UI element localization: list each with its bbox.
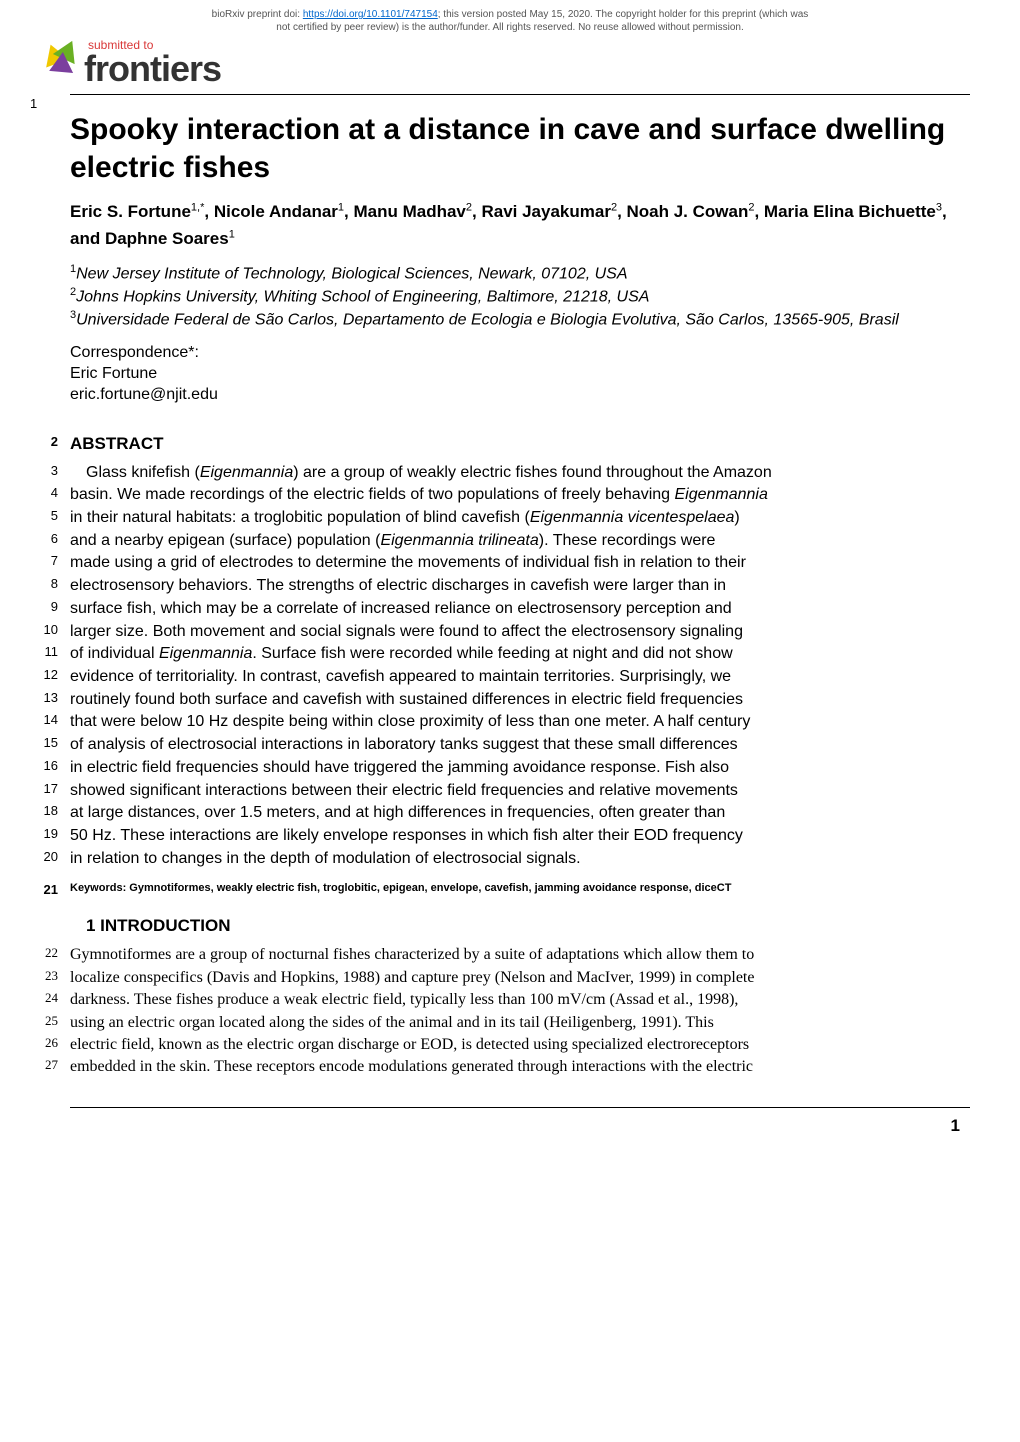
abstract-line: 7made using a grid of electrodes to dete… (70, 552, 960, 575)
line-number: 18 (30, 802, 58, 820)
line-number: 10 (30, 621, 58, 639)
frontiers-logo: submitted to frontiers (40, 38, 980, 90)
line-number: 2 (30, 434, 58, 449)
abstract-heading: 2 ABSTRACT (70, 434, 960, 454)
authors-list: Eric S. Fortune1,*, Nicole Andanar1, Man… (70, 198, 960, 252)
line-number: 26 (30, 1034, 58, 1052)
line-number: 7 (30, 552, 58, 570)
line-number: 12 (30, 666, 58, 684)
footer-rule (70, 1107, 970, 1108)
frontiers-arrows-icon (40, 38, 80, 78)
introduction-body: 22Gymnotiformes are a group of nocturnal… (70, 944, 960, 1078)
main-content: Spooky interaction at a distance in cave… (0, 111, 1020, 1079)
line-number: 25 (30, 1012, 58, 1030)
preprint-notice: bioRxiv preprint doi: https://doi.org/10… (0, 0, 1020, 38)
affiliations-list: 1New Jersey Institute of Technology, Bio… (70, 262, 960, 331)
abstract-line: 14that were below 10 Hz despite being wi… (70, 711, 960, 734)
line-number: 21 (30, 882, 58, 897)
abstract-heading-text: ABSTRACT (70, 434, 164, 453)
abstract-body: 3Glass knifefish (Eigenmannia) are a gro… (70, 462, 960, 871)
line-number: 8 (30, 575, 58, 593)
abstract-line: 3Glass knifefish (Eigenmannia) are a gro… (70, 462, 960, 485)
abstract-line: 13routinely found both surface and cavef… (70, 689, 960, 712)
affiliation-item: 2Johns Hopkins University, Whiting Schoo… (70, 285, 960, 308)
intro-line: 26electric field, known as the electric … (70, 1034, 960, 1056)
line-number: 13 (30, 689, 58, 707)
intro-line: 25using an electric organ located along … (70, 1012, 960, 1034)
line-number: 23 (30, 967, 58, 985)
abstract-line: 12evidence of territoriality. In contras… (70, 666, 960, 689)
intro-line: 27embedded in the skin. These receptors … (70, 1056, 960, 1078)
introduction-heading: 1 INTRODUCTION (70, 916, 960, 936)
line-number: 16 (30, 757, 58, 775)
logo-area: submitted to frontiers 1 (0, 38, 1020, 90)
line-number: 22 (30, 944, 58, 962)
preprint-text-middle: ; this version posted May 15, 2020. The … (438, 9, 809, 20)
preprint-text-prefix: bioRxiv preprint doi: (212, 9, 303, 20)
line-number: 11 (30, 643, 58, 661)
correspondence-block: Correspondence*: Eric Fortune eric.fortu… (70, 343, 960, 405)
affiliation-item: 3Universidade Federal de São Carlos, Dep… (70, 308, 960, 331)
preprint-text-line2: not certified by peer review) is the aut… (276, 22, 743, 33)
header-rule (70, 94, 970, 95)
abstract-line: 20in relation to changes in the depth of… (70, 848, 960, 871)
abstract-line: 16in electric field frequencies should h… (70, 757, 960, 780)
correspondence-label: Correspondence*: (70, 344, 199, 361)
keywords-line: 21 Keywords: Gymnotiformes, weakly elect… (70, 882, 960, 894)
abstract-line: 17showed significant interactions betwee… (70, 780, 960, 803)
abstract-line: 1950 Hz. These interactions are likely e… (70, 825, 960, 848)
abstract-line: 10larger size. Both movement and social … (70, 621, 960, 644)
frontiers-brand-text: frontiers (84, 48, 221, 90)
line-number: 19 (30, 825, 58, 843)
line-number: 27 (30, 1056, 58, 1074)
line-number: 6 (30, 530, 58, 548)
abstract-line: 9surface fish, which may be a correlate … (70, 598, 960, 621)
correspondence-name: Eric Fortune (70, 365, 157, 382)
abstract-line: 8electrosensory behaviors. The strengths… (70, 575, 960, 598)
abstract-line: 5in their natural habitats: a troglobiti… (70, 507, 960, 530)
article-title: Spooky interaction at a distance in cave… (70, 111, 960, 186)
line-number: 4 (30, 484, 58, 502)
abstract-line: 18at large distances, over 1.5 meters, a… (70, 802, 960, 825)
line-number: 1 (30, 96, 37, 111)
intro-line: 23localize conspecifics (Davis and Hopki… (70, 967, 960, 989)
line-number: 17 (30, 780, 58, 798)
correspondence-email: eric.fortune@njit.edu (70, 386, 218, 403)
line-number: 5 (30, 507, 58, 525)
keywords-text: Keywords: Gymnotiformes, weakly electric… (70, 882, 731, 894)
abstract-line: 11of individual Eigenmannia. Surface fis… (70, 643, 960, 666)
line-number: 3 (30, 462, 58, 480)
line-number: 14 (30, 711, 58, 729)
page-number: 1 (0, 1116, 1020, 1156)
line-number: 20 (30, 848, 58, 866)
abstract-line: 15of analysis of electrosocial interacti… (70, 734, 960, 757)
line-number: 24 (30, 989, 58, 1007)
preprint-doi-link[interactable]: https://doi.org/10.1101/747154 (303, 9, 438, 20)
line-number: 15 (30, 734, 58, 752)
abstract-line: 4basin. We made recordings of the electr… (70, 484, 960, 507)
line-number: 9 (30, 598, 58, 616)
intro-line: 22Gymnotiformes are a group of nocturnal… (70, 944, 960, 966)
abstract-line: 6and a nearby epigean (surface) populati… (70, 530, 960, 553)
intro-line: 24darkness. These fishes produce a weak … (70, 989, 960, 1011)
affiliation-item: 1New Jersey Institute of Technology, Bio… (70, 262, 960, 285)
